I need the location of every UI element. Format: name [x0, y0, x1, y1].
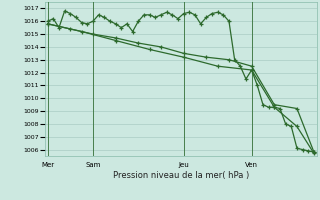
- X-axis label: Pression niveau de la mer( hPa ): Pression niveau de la mer( hPa ): [113, 171, 249, 180]
